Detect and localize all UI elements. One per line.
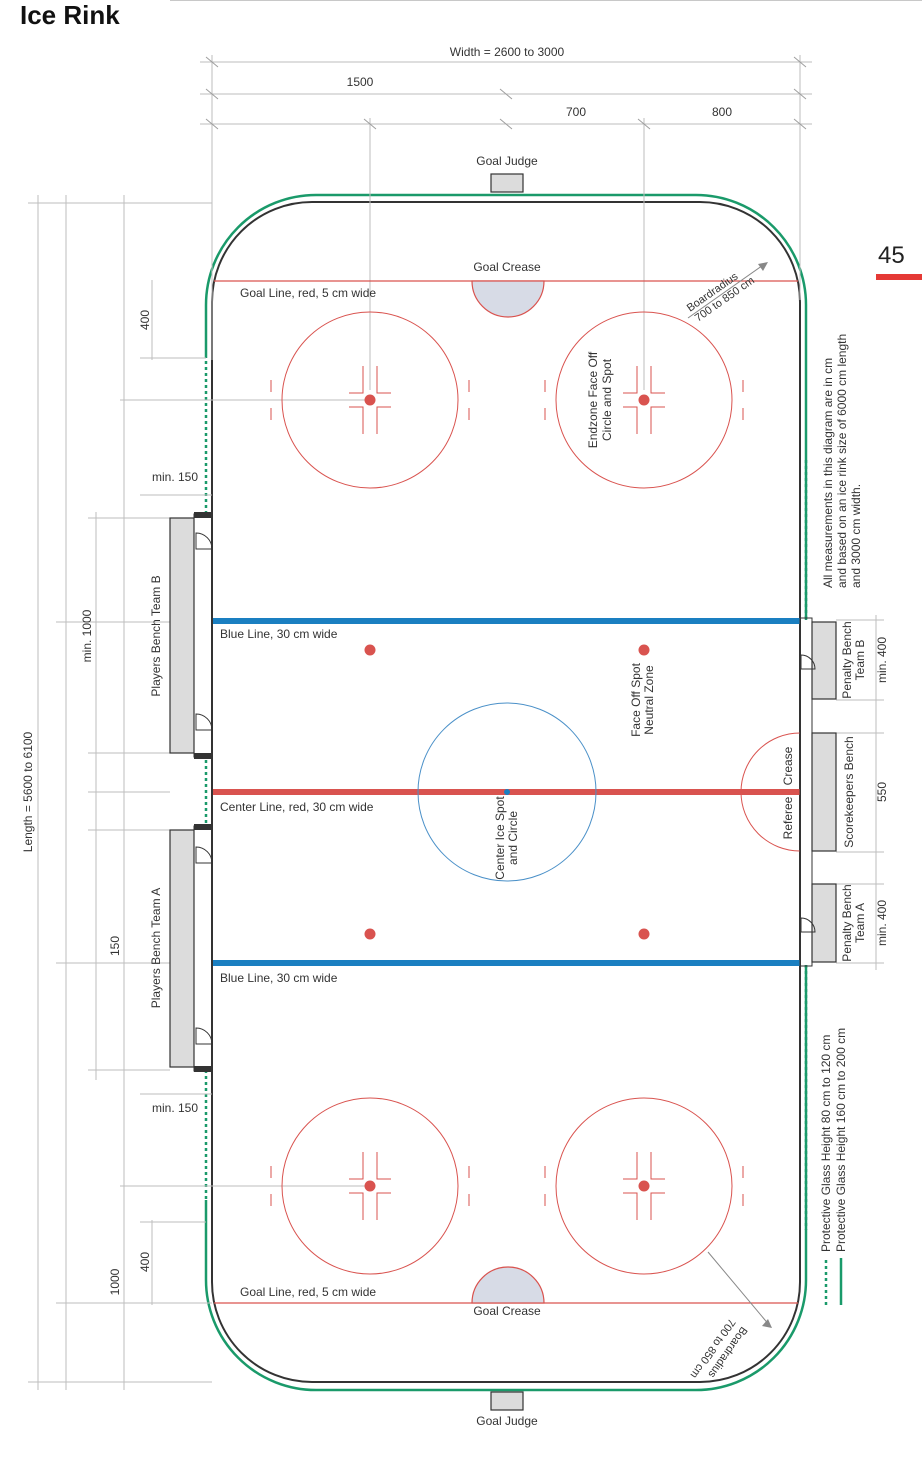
penalty-bench-a — [811, 883, 837, 963]
bench-a-label: Players Bench Team A — [149, 888, 163, 1009]
neutral-label-1: Face Off Spot — [629, 662, 643, 736]
half-width-dimension: 1500 — [347, 75, 374, 89]
center-spot-label-2: and Circle — [506, 811, 520, 865]
goal-crease-top-label: Goal Crease — [473, 260, 541, 274]
penalty-a-dimension: min. 400 — [875, 900, 889, 946]
endzone-faceoff-top-right — [544, 311, 744, 489]
center-ice-spot — [504, 789, 510, 795]
neutral-spot-bottom-right — [638, 928, 650, 940]
penalty-a-label-2: Team A — [853, 903, 867, 943]
neutral-spot-bottom-left — [364, 928, 376, 940]
spot-board-dimension: 800 — [712, 105, 732, 119]
right-bench-frame — [799, 617, 813, 967]
penalty-a-label-1: Penalty Bench — [840, 884, 854, 961]
center-circle — [417, 702, 597, 882]
goal-board-top-dimension: 400 — [138, 310, 152, 330]
goal-crease-bottom — [471, 1266, 545, 1304]
header-rule — [170, 0, 922, 1]
neutral-spot-top-left — [364, 644, 376, 656]
goal-judge-bottom-box — [490, 1391, 524, 1411]
blue-line-top-label: Blue Line, 30 cm wide — [220, 627, 338, 641]
blue-line-top — [213, 618, 800, 624]
goal-blue-dimension: 1000 — [108, 1268, 122, 1295]
spot-center-dimension: 700 — [566, 105, 586, 119]
players-bench-b — [169, 512, 213, 759]
neutral-label-2: Neutral Zone — [642, 665, 656, 735]
glass-high-bottom — [204, 965, 808, 1392]
scorekeepers-label: Scorekeepers Bench — [842, 736, 856, 847]
note-line-3: and 3000 cm width. — [849, 484, 863, 588]
endzone-label-1: Endzone Face Off — [586, 351, 600, 448]
endzone-faceoff-bottom-left — [270, 1097, 470, 1275]
page-number: 45 — [878, 242, 905, 269]
length-dimension: Length = 5600 to 6100 — [21, 731, 35, 852]
width-dimension: Width = 2600 to 3000 — [450, 45, 565, 59]
bench-gap-bottom-dimension: min. 150 — [152, 1101, 198, 1115]
boardradius-bottom-arrowhead — [762, 1319, 772, 1328]
legend-dotted-label: Protective Glass Height 80 cm to 120 cm — [819, 1035, 833, 1252]
goal-crease-bottom-label: Goal Crease — [473, 1304, 541, 1318]
referee-crease — [740, 732, 801, 852]
left-dimensions — [28, 195, 370, 1390]
referee-label: Referee — [781, 796, 795, 839]
boardradius-top-arrow — [687, 262, 767, 319]
blue-line-bottom — [213, 960, 800, 966]
crease-label: Crease — [781, 746, 795, 785]
top-dimensions — [200, 55, 812, 390]
penalty-b-door — [800, 654, 816, 670]
goal-line-bottom-label: Goal Line, red, 5 cm wide — [240, 1285, 376, 1299]
endzone-faceoff-bottom-right — [544, 1097, 744, 1275]
penalty-a-door — [800, 917, 816, 933]
goal-judge-top-label: Goal Judge — [476, 154, 538, 168]
bench-gap-top-dimension: min. 150 — [152, 470, 198, 484]
page-title: Ice Rink — [20, 0, 120, 30]
page-number-bar — [876, 274, 922, 280]
bench-b-label: Players Bench Team B — [149, 575, 163, 696]
glass-high-top — [204, 193, 808, 620]
scorekeepers-bench — [811, 732, 837, 852]
players-bench-a — [169, 824, 213, 1072]
goal-crease-top — [471, 280, 545, 318]
boardradius-top-arrowhead — [758, 262, 768, 271]
bench-length-dimension: min. 1000 — [80, 609, 94, 662]
blue-line-bottom-label: Blue Line, 30 cm wide — [220, 971, 338, 985]
center-line-label: Center Line, red, 30 cm wide — [220, 800, 374, 814]
goal-judge-bottom-label: Goal Judge — [476, 1414, 538, 1428]
boardradius-bottom-arrow — [707, 1251, 771, 1327]
bench-gap-center-dimension: 150 — [108, 936, 122, 956]
note-line-1: All measurements in this diagram are in … — [821, 358, 835, 588]
neutral-spot-top-right — [638, 644, 650, 656]
penalty-b-dimension: min. 400 — [875, 637, 889, 683]
legend-solid-label: Protective Glass Height 160 cm to 200 cm — [834, 1028, 848, 1252]
note-line-2: and based on an ice rink size of 6000 cm… — [835, 334, 849, 588]
scorekeepers-dimension: 550 — [875, 782, 889, 802]
penalty-b-label-2: Team B — [853, 640, 867, 681]
penalty-bench-b — [811, 621, 837, 700]
goal-board-bottom-dimension: 400 — [138, 1252, 152, 1272]
center-spot-label-1: Center Ice Spot — [493, 796, 507, 880]
endzone-faceoff-top-left — [270, 311, 470, 489]
penalty-b-label-1: Penalty Bench — [840, 621, 854, 698]
protective-glass — [204, 193, 808, 1392]
goal-line-top-label: Goal Line, red, 5 cm wide — [240, 286, 376, 300]
endzone-label-2: Circle and Spot — [600, 358, 614, 441]
right-dimensions — [836, 615, 884, 970]
goal-judge-top-box — [490, 173, 524, 193]
